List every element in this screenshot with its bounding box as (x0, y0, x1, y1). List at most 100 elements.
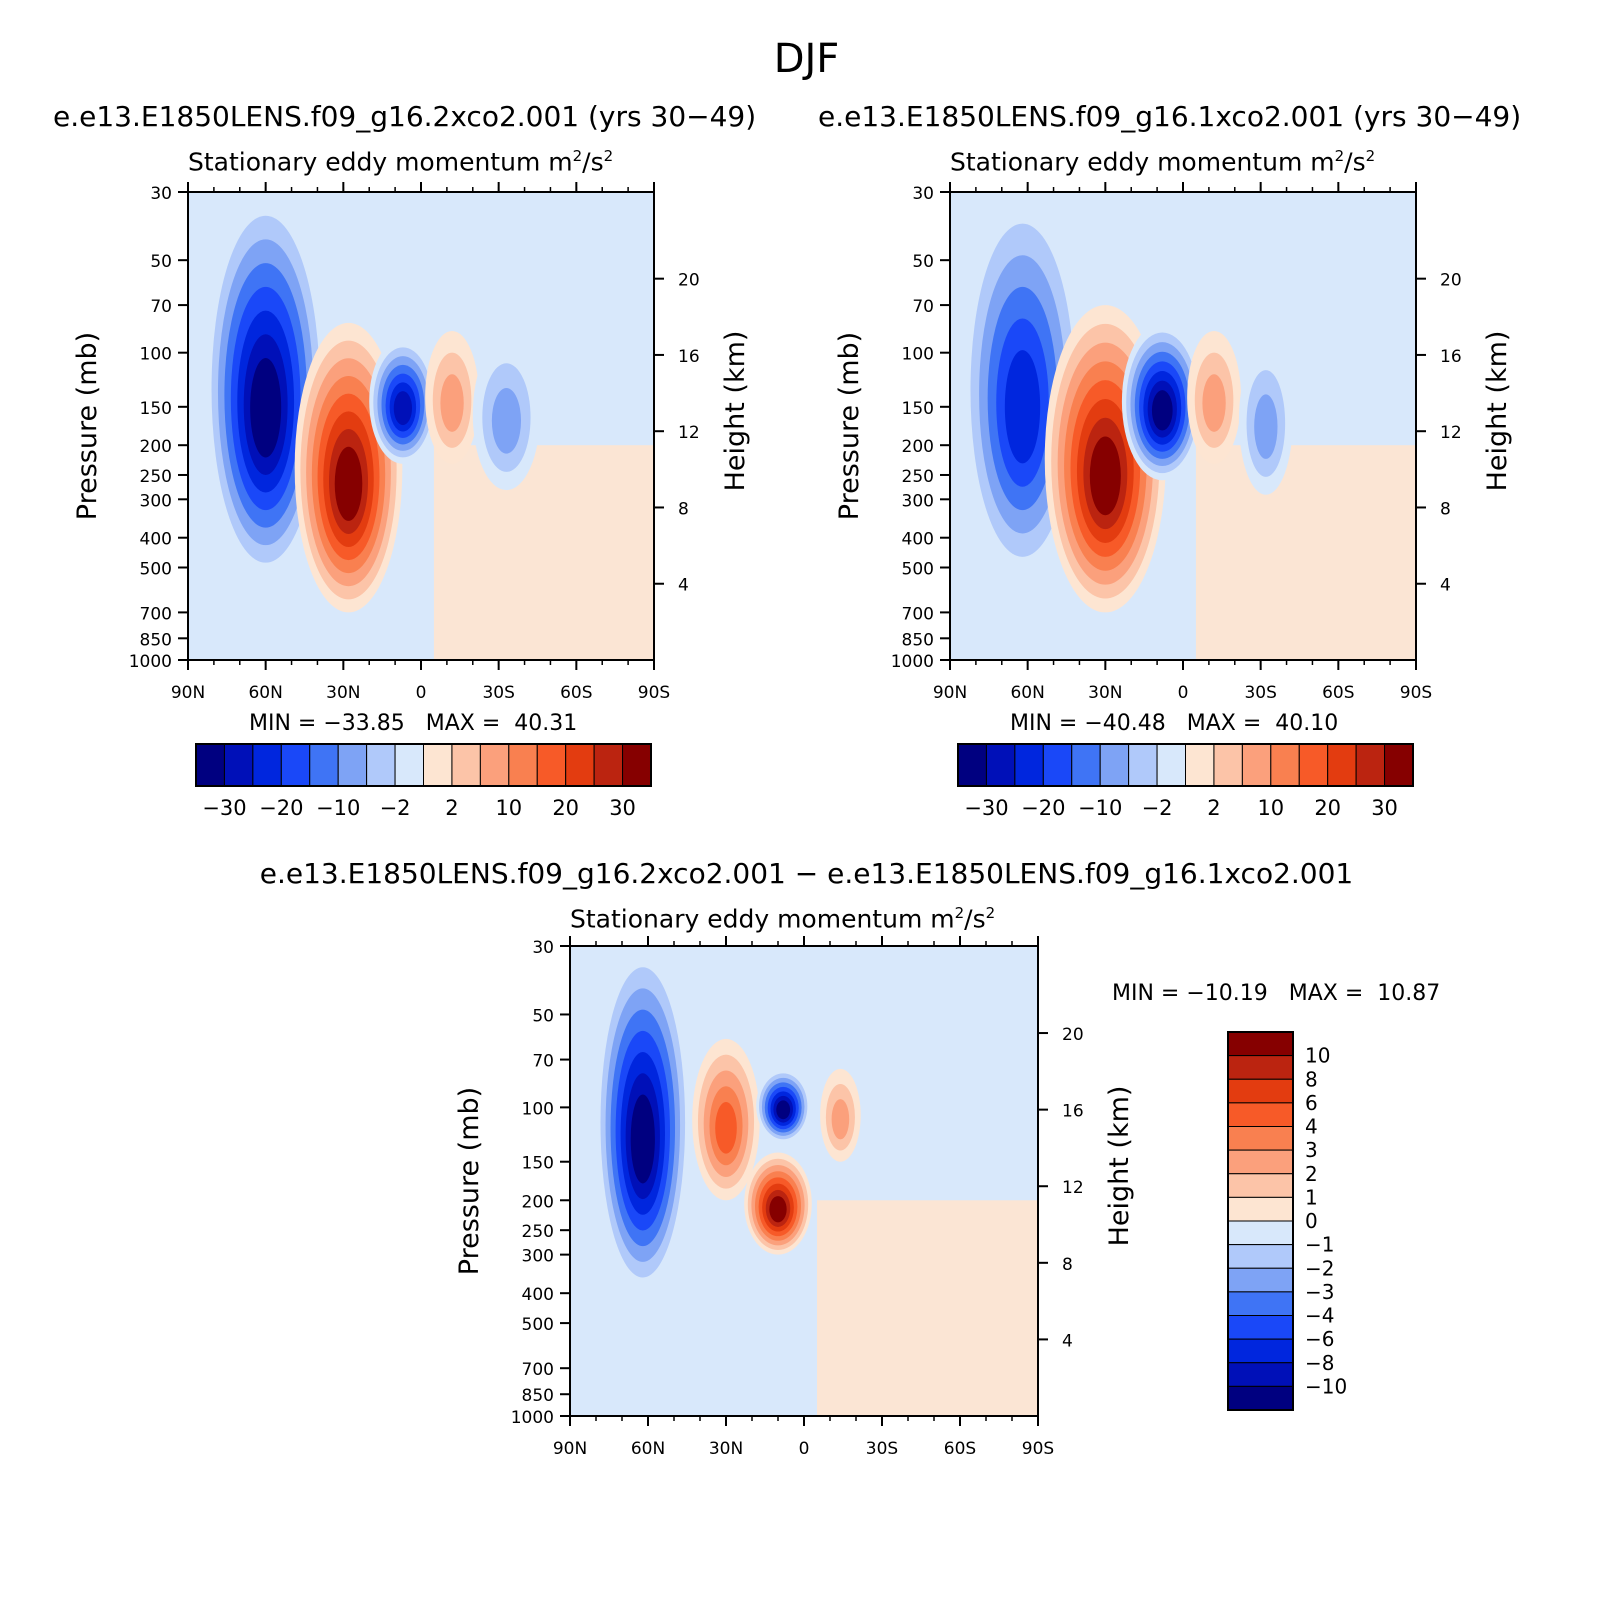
y-tick-label: 850 (140, 630, 172, 650)
colorbar-label: −4 (1305, 1304, 1334, 1328)
x-tick-label: 60N (631, 1439, 665, 1459)
colorbar-swatch (1227, 1291, 1294, 1316)
colorbar-swatch (1227, 1315, 1294, 1340)
y-right-tick-label: 20 (678, 271, 700, 291)
y-tick-label: 300 (522, 1247, 554, 1267)
colorbar-label: 6 (1305, 1091, 1318, 1115)
colorbar-swatch (957, 743, 987, 787)
x-tick-label: 30N (709, 1439, 743, 1459)
y-tick-label: 1000 (511, 1408, 554, 1428)
colorbar-swatch (1227, 1385, 1294, 1411)
colorbar-swatch (1227, 1149, 1294, 1175)
colorbar-label: 10 (1257, 796, 1284, 820)
colorbar-label: −1 (1305, 1233, 1334, 1257)
y-right-tick-label: 20 (1062, 1025, 1084, 1045)
x-tick-label: 30S (866, 1439, 898, 1459)
y-tick-label: 300 (902, 491, 934, 511)
colorbar-swatch (593, 743, 624, 787)
colorbar-label: 20 (552, 796, 579, 820)
y-tick-label: 30 (912, 184, 934, 204)
y-tick-label: 100 (140, 345, 172, 365)
colorbar-label: 8 (1305, 1067, 1318, 1091)
y-right-tick-label: 4 (678, 576, 689, 596)
colorbar-label: 1 (1305, 1185, 1318, 1209)
y-axis-title: Pressure (mb) (72, 332, 103, 520)
contour-band-4-3 (1202, 374, 1226, 432)
colorbar-swatch (366, 743, 396, 787)
y-tick-label: 500 (522, 1315, 554, 1335)
colorbar-swatch (1384, 743, 1414, 787)
colorbar-frame (195, 743, 652, 787)
x-tick-label: 0 (799, 1439, 810, 1459)
colorbar-swatch (479, 743, 510, 787)
y-tick-label: 500 (902, 559, 934, 579)
colorbar-label: 30 (1371, 796, 1398, 820)
y-tick-label: 50 (532, 1006, 554, 1026)
colorbar-label: −8 (1305, 1351, 1334, 1375)
y-right-tick-label: 16 (678, 347, 700, 367)
y-tick-label: 50 (912, 252, 934, 272)
panel-1-title: e.e13.E1850LENS.f09_g16.2xco2.001 (yrs 3… (53, 100, 757, 133)
colorbar-label: −3 (1305, 1280, 1334, 1304)
x-tick-label: 60S (560, 683, 592, 703)
colorbar-swatch (1227, 1362, 1294, 1387)
y-tick-label: 300 (140, 491, 172, 511)
y-tick-label: 250 (522, 1222, 554, 1242)
colorbar-swatch (252, 743, 282, 787)
colorbar-swatch (1227, 1102, 1294, 1127)
y-tick-label: 700 (902, 604, 934, 624)
colorbar-swatch (394, 743, 424, 787)
colorbar-label: 2 (1207, 796, 1220, 820)
colorbar-label: −10 (316, 796, 360, 820)
y-tick-label: 30 (532, 938, 554, 958)
panel-1-minmax: MIN = −33.85 MAX = 40.31 (249, 711, 578, 736)
contour-band-1-6 (1004, 350, 1041, 464)
colorbar-swatch (1227, 1196, 1294, 1222)
colorbar-label: 30 (609, 796, 636, 820)
y-tick-label: 70 (150, 297, 172, 317)
colorbar-swatch (337, 743, 368, 787)
y-tick-label: 100 (522, 1099, 554, 1119)
panel-3-title: e.e13.E1850LENS.f09_g16.2xco2.001 − e.e1… (259, 857, 1354, 890)
x-tick-label: 0 (416, 683, 427, 703)
y-right-tick-label: 12 (1062, 1178, 1084, 1198)
colorbar-swatch (1227, 1031, 1294, 1057)
panel-3-units: Stationary eddy momentum m2/s2 (570, 904, 996, 934)
y-right-tick-label: 8 (678, 499, 689, 519)
colorbar-swatch (1227, 1267, 1294, 1293)
panel-2-minmax: MIN = −40.48 MAX = 40.10 (1010, 711, 1339, 736)
y-tick-label: 150 (522, 1154, 554, 1174)
field-weak-positive (817, 1200, 1038, 1416)
colorbar-swatch (1227, 1173, 1294, 1198)
field-weak-positive (433, 445, 654, 660)
colorbar-label: 20 (1314, 796, 1341, 820)
colorbar-swatch (1241, 743, 1272, 787)
colorbar-label: 2 (1305, 1162, 1318, 1186)
colorbar-swatch (536, 743, 567, 787)
y-axis-title: Pressure (mb) (834, 332, 865, 520)
colorbar-swatch (1227, 1055, 1294, 1080)
colorbar-label: −10 (1305, 1374, 1347, 1398)
contour-band-5-3 (831, 1099, 850, 1140)
y-tick-label: 700 (140, 604, 172, 624)
x-tick-label: 90N (553, 1439, 587, 1459)
y-tick-label: 250 (902, 467, 934, 487)
figure-title: DJF (773, 36, 840, 82)
colorbar-swatch (1227, 1078, 1294, 1104)
colorbar-swatch (985, 743, 1016, 787)
y-right-tick-label: 16 (1440, 347, 1462, 367)
y-tick-label: 400 (902, 530, 934, 550)
y-right-tick-label: 12 (1440, 423, 1462, 443)
x-tick-label: 90N (933, 683, 967, 703)
y-right-axis-title: Height (km) (1482, 331, 1513, 492)
field-weak-positive (1195, 445, 1416, 660)
y-tick-label: 200 (140, 437, 172, 457)
x-tick-label: 30S (1244, 683, 1276, 703)
y-tick-label: 850 (522, 1386, 554, 1406)
y-tick-label: 400 (522, 1285, 554, 1305)
colorbar-swatch (223, 743, 254, 787)
y-right-tick-label: 8 (1440, 499, 1451, 519)
colorbar-swatch (1156, 743, 1186, 787)
y-tick-label: 70 (532, 1052, 554, 1072)
